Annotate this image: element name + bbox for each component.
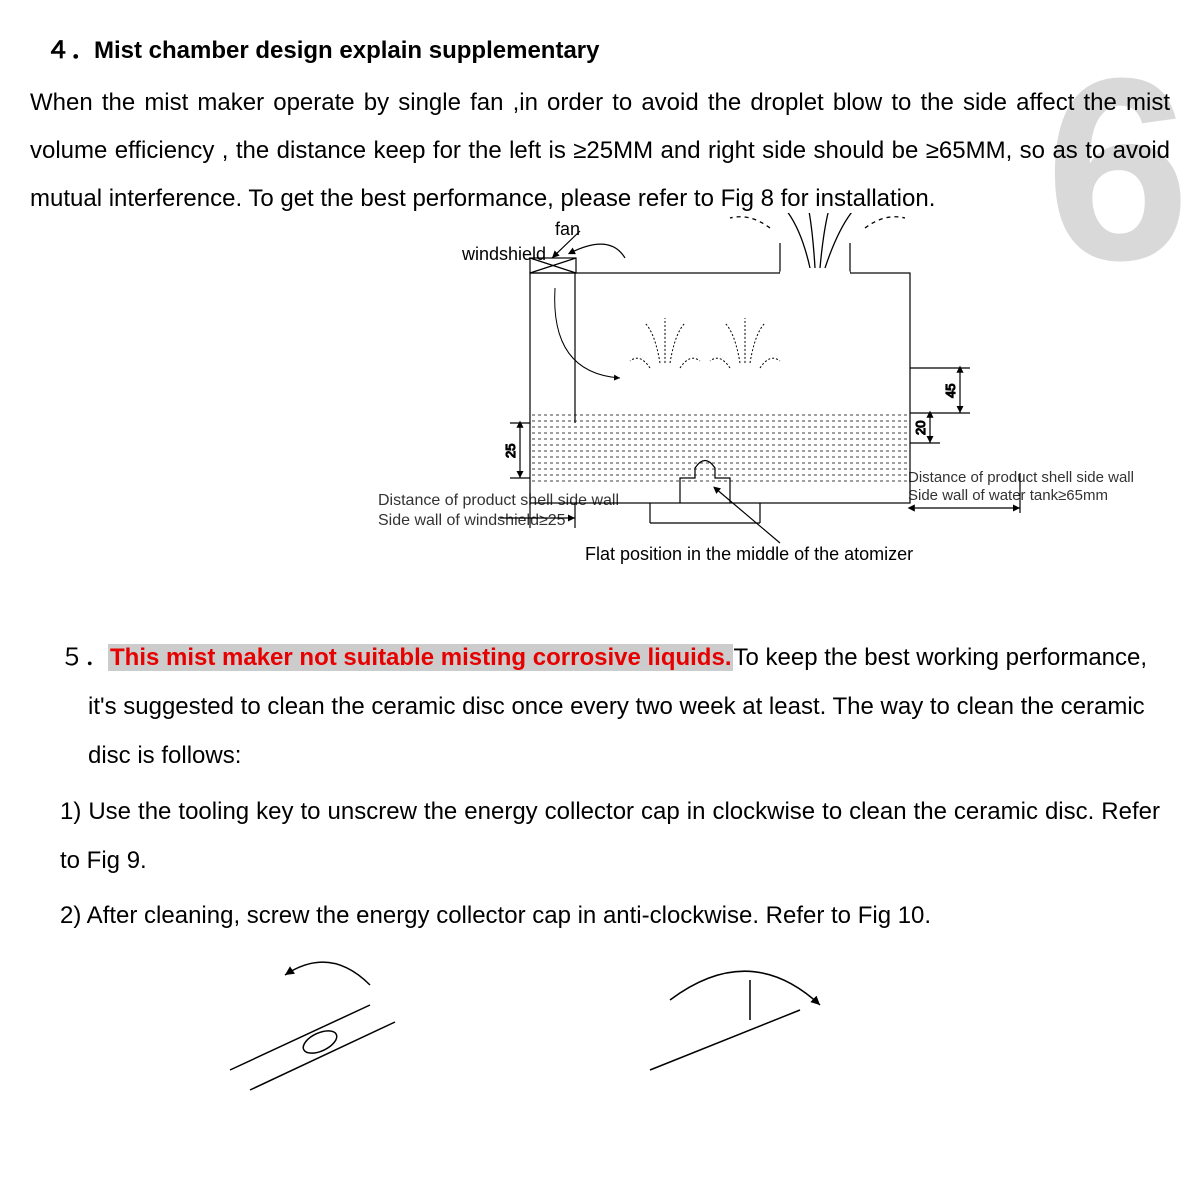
svg-text:20: 20 xyxy=(913,421,928,435)
section-4-body: When the mist maker operate by single fa… xyxy=(30,79,1170,223)
section-4-title: ４．Mist chamber design explain supplement… xyxy=(30,30,1170,65)
section-5: ５．This mist maker not suitable misting c… xyxy=(30,633,1170,940)
step-2: 2) After cleaning, screw the energy coll… xyxy=(60,891,1160,940)
corrosive-warning: This mist maker not suitable misting cor… xyxy=(108,644,733,671)
section-5-lead: ５．This mist maker not suitable misting c… xyxy=(60,633,1160,781)
figure-8-container: fan windshield Distance of product shell… xyxy=(30,213,1170,593)
fig-9-10-partial xyxy=(30,950,1200,1110)
section-5-number: ５． xyxy=(60,644,108,671)
svg-text:25: 25 xyxy=(503,444,518,458)
svg-text:45: 45 xyxy=(943,384,958,398)
page-content: ４．Mist chamber design explain supplement… xyxy=(0,0,1200,1070)
bottom-figures xyxy=(30,950,1170,1070)
figure-8-diagram: 25 20 45 xyxy=(380,213,1200,593)
step-1: 1) Use the tooling key to unscrew the en… xyxy=(60,787,1160,885)
